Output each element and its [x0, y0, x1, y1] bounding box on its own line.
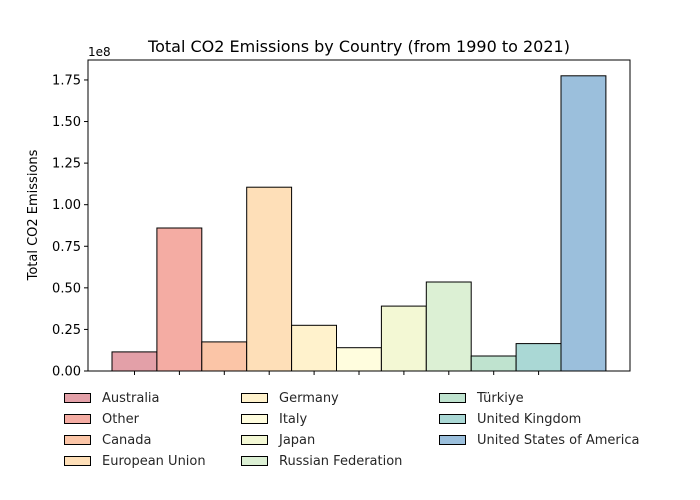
legend-swatch: [439, 435, 466, 445]
legend-swatch: [241, 456, 268, 466]
legend-item-united-kingdom: United Kingdom: [439, 409, 581, 429]
y-tick-label: 1.75: [52, 73, 81, 88]
legend-label: Other: [102, 411, 139, 427]
legend-swatch: [64, 393, 91, 403]
legend-item-australia: Australia: [64, 388, 160, 408]
legend-item-other: Other: [64, 409, 139, 429]
legend-item-italy: Italy: [241, 409, 307, 429]
y-tick-label: 1.00: [52, 198, 81, 213]
legend-label: Canada: [102, 432, 152, 448]
y-tick-label: 0.00: [52, 365, 81, 380]
legend-swatch: [241, 435, 268, 445]
y-tick-label: 1.50: [52, 115, 81, 130]
legend-label: Germany: [279, 390, 339, 406]
y-tick-label: 1.25: [52, 157, 81, 172]
legend-swatch: [439, 414, 466, 424]
legend-label: European Union: [102, 453, 206, 469]
legend-label: United Kingdom: [477, 411, 582, 427]
bar-other: [156, 227, 203, 372]
bar-italy: [336, 347, 382, 372]
y-axis-offset-label: 1e8: [88, 45, 111, 59]
legend-label: Türkiye: [477, 390, 524, 406]
bar-germany: [291, 324, 338, 372]
bar-chart: Total CO2 Emissions by Country (from 199…: [26, 37, 631, 380]
legend-label: Japan: [279, 432, 316, 448]
plot-frame: [87, 59, 631, 372]
legend-item-united-states-of-america: United States of America: [439, 430, 639, 450]
y-tick-label: 0.75: [52, 240, 81, 255]
legend-swatch: [241, 393, 268, 403]
legend-item-germany: Germany: [241, 388, 339, 408]
bar-european-union: [246, 186, 293, 372]
bar-japan: [380, 305, 427, 372]
y-tick-label: 0.50: [52, 281, 81, 296]
y-axis-label: Total CO2 Emissions: [26, 149, 41, 281]
chart-title: Total CO2 Emissions by Country (from 199…: [147, 37, 570, 56]
legend-swatch: [64, 456, 91, 466]
legend-label: Russian Federation: [279, 453, 403, 469]
legend-swatch: [241, 414, 268, 424]
bar-united-states-of-america: [560, 75, 607, 372]
bar-t-rkiye: [470, 355, 517, 372]
legend-item-japan: Japan: [241, 430, 315, 450]
legend-label: Italy: [279, 411, 308, 427]
legend-label: Australia: [102, 390, 160, 406]
bar-united-kingdom: [515, 343, 562, 372]
bar-russian-federation: [425, 281, 472, 372]
legend-swatch: [439, 393, 466, 403]
legend-item-european-union: European Union: [64, 451, 206, 471]
legend-swatch: [64, 414, 91, 424]
legend-item-t-rkiye: Türkiye: [439, 388, 524, 408]
legend: Australia Other Canada European Union German…: [64, 388, 684, 488]
bar-canada: [201, 341, 248, 372]
bar-australia: [111, 351, 158, 372]
legend-label: United States of America: [477, 432, 640, 448]
legend-item-canada: Canada: [64, 430, 151, 450]
y-tick-label: 0.25: [52, 323, 81, 338]
legend-swatch: [64, 435, 91, 445]
legend-item-russian-federation: Russian Federation: [241, 451, 402, 471]
